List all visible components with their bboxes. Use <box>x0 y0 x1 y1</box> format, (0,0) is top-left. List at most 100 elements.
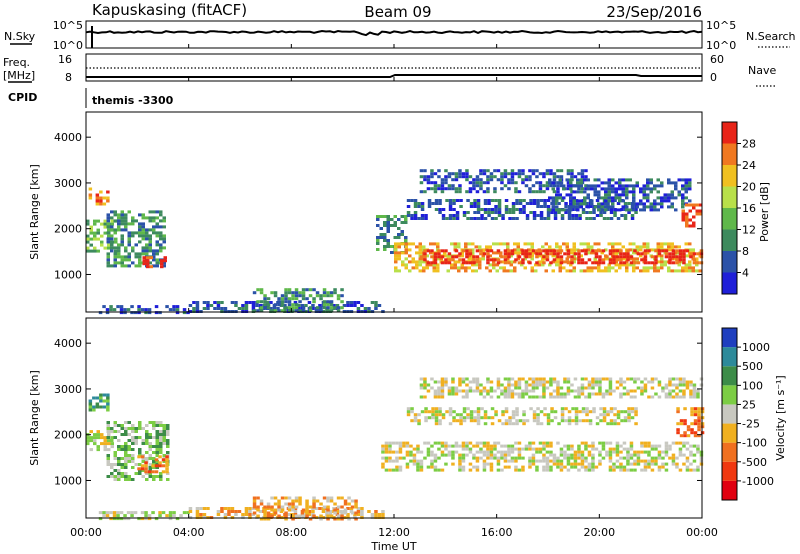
heatmap-cell <box>570 261 574 265</box>
heatmap-cell <box>597 178 601 182</box>
heatmap-cell <box>386 239 390 242</box>
heatmap-cell <box>349 301 354 304</box>
heatmap-cell <box>294 496 299 500</box>
heatmap-cell <box>614 260 618 264</box>
heatmap-cell <box>500 456 504 460</box>
heatmap-cell <box>602 413 607 417</box>
heatmap-cell <box>458 252 462 256</box>
heatmap-cell <box>459 419 463 423</box>
heatmap-cell <box>510 169 515 173</box>
heatmap-cell <box>353 304 357 307</box>
heatmap-cell <box>535 377 539 381</box>
heatmap-cell <box>430 181 434 185</box>
heatmap-cell <box>127 210 131 214</box>
heatmap-cell <box>496 468 501 472</box>
heatmap-cell <box>142 259 146 263</box>
heatmap-cell <box>646 196 650 200</box>
heatmap-cell <box>552 462 557 466</box>
heatmap-cell <box>168 514 173 518</box>
heatmap-cell <box>577 261 581 265</box>
heatmap-cell <box>678 447 683 451</box>
heatmap-cell <box>417 422 421 426</box>
heatmap-cell <box>401 263 405 267</box>
heatmap-cell <box>216 301 221 304</box>
heatmap-cell <box>155 210 159 214</box>
heatmap-cell <box>517 447 522 451</box>
heatmap-cell <box>688 263 692 267</box>
heatmap-cell <box>600 208 604 212</box>
heatmap-cell <box>99 393 103 397</box>
heatmap-cell <box>689 453 693 457</box>
heatmap-cell <box>614 208 618 212</box>
heatmap-cell <box>578 217 582 220</box>
heatmap-cell <box>619 456 623 460</box>
heatmap-cell <box>244 507 249 510</box>
heatmap-cell <box>591 447 595 451</box>
heatmap-cell <box>426 450 431 454</box>
heatmap-cell <box>551 196 555 200</box>
heatmap-cell <box>127 222 131 226</box>
heatmap-cell <box>405 465 410 469</box>
heatmap-cell <box>322 294 327 298</box>
heatmap-cell <box>106 405 110 409</box>
heatmap-cell <box>398 447 403 451</box>
heatmap-cell <box>460 254 464 258</box>
heatmap-cell <box>280 505 285 509</box>
heatmap-cell <box>487 199 491 202</box>
heatmap-cell <box>566 169 571 173</box>
heatmap-cell <box>564 205 568 208</box>
heatmap-cell <box>524 380 529 384</box>
heatmap-cell <box>86 240 90 244</box>
heatmap-cell <box>569 208 573 212</box>
heatmap-cell <box>346 507 350 510</box>
heatmap-cell <box>420 208 425 211</box>
heatmap-cell <box>563 377 567 381</box>
heatmap-cell <box>693 434 698 438</box>
heatmap-cell <box>509 260 513 264</box>
heatmap-cell <box>517 395 522 399</box>
heatmap-cell <box>284 306 288 310</box>
heatmap-cell <box>494 199 498 202</box>
heatmap-cell <box>155 264 159 268</box>
heatmap-cell <box>518 208 523 211</box>
heatmap-cell <box>155 424 159 427</box>
heatmap-cell <box>597 205 601 209</box>
heatmap-cell <box>552 456 557 460</box>
heatmap-cell <box>423 178 427 182</box>
heatmap-cell <box>548 208 552 212</box>
heatmap-cell <box>144 514 148 518</box>
heatmap-cell <box>681 184 685 188</box>
heatmap-cell <box>259 502 264 506</box>
heatmap-cell <box>131 219 135 223</box>
heatmap-cell <box>92 396 96 400</box>
heatmap-cell <box>492 266 496 270</box>
heatmap-cell <box>587 380 592 384</box>
heatmap-cell <box>476 217 481 220</box>
heatmap-cell <box>681 218 685 222</box>
heatmap-cell <box>555 260 559 264</box>
heatmap-cell <box>430 172 434 176</box>
heatmap-cell <box>517 392 522 396</box>
heatmap-cell <box>626 459 630 463</box>
heatmap-cell <box>602 416 607 420</box>
heatmap-cell <box>688 187 692 191</box>
heatmap-cell <box>483 211 488 214</box>
heatmap-cell <box>131 216 135 220</box>
heatmap-cell <box>598 380 602 384</box>
heatmap-cell <box>102 393 107 397</box>
heatmap-cell <box>558 251 562 255</box>
heatmap-cell <box>649 187 653 191</box>
heatmap-cell <box>681 193 685 197</box>
heatmap-cell <box>479 441 483 445</box>
heatmap-cell <box>206 301 210 304</box>
heatmap-cell <box>559 169 564 173</box>
heatmap-cell <box>138 225 142 229</box>
heatmap-cell <box>628 242 632 246</box>
heatmap-cell <box>475 459 480 463</box>
heatmap-cell <box>269 301 273 304</box>
heatmap-cell <box>539 199 544 202</box>
heatmap-cell <box>158 514 162 518</box>
heatmap-cell <box>106 427 110 430</box>
heatmap-cell <box>556 441 560 445</box>
heatmap-cell <box>117 225 121 229</box>
